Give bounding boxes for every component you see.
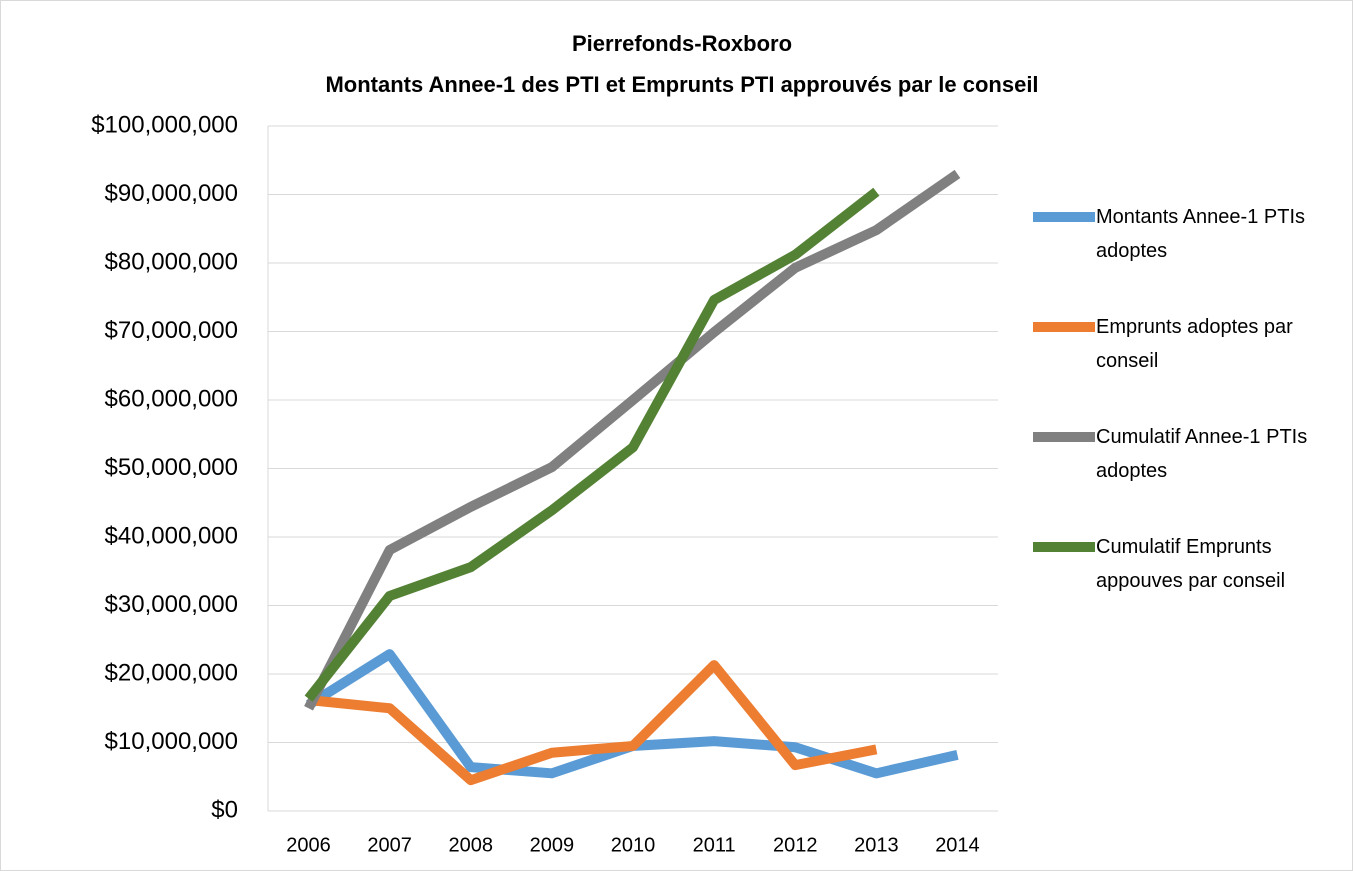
series-line: [304, 187, 880, 702]
legend-label: Cumulatif Emprunts appouves par conseil: [1096, 536, 1286, 592]
y-tick-label: $20,000,000: [105, 659, 238, 686]
legend-entry: Cumulatif Annee-1 PTIs adoptes: [1096, 426, 1308, 482]
y-tick-label: $50,000,000: [105, 454, 238, 481]
x-tick-label: 2006: [286, 834, 331, 856]
legend-entry: Montants Annee-1 PTIs adoptes: [1096, 206, 1306, 262]
y-tick-label: $10,000,000: [105, 728, 238, 755]
y-tick-label: $100,000,000: [91, 111, 238, 138]
chart-title: Pierrefonds-Roxboro: [572, 31, 792, 56]
series-line: [308, 660, 878, 786]
x-tick-label: 2009: [530, 834, 575, 856]
x-tick-label: 2014: [935, 834, 980, 856]
legend-label: Emprunts adoptes par conseil: [1096, 316, 1293, 372]
x-tick-label: 2012: [773, 834, 818, 856]
x-tick-label: 2010: [611, 834, 656, 856]
y-tick-label: $60,000,000: [105, 385, 238, 412]
legend-label: Cumulatif Annee-1 PTIs adoptes: [1096, 426, 1308, 482]
x-tick-label: 2008: [449, 834, 494, 856]
y-tick-label: $70,000,000: [105, 317, 238, 344]
y-tick-label: $30,000,000: [105, 591, 238, 618]
x-tick-label: 2011: [693, 834, 736, 856]
y-tick-label: $90,000,000: [105, 180, 238, 207]
legend-entry: Cumulatif Emprunts appouves par conseil: [1096, 536, 1286, 592]
x-tick-label: 2013: [854, 834, 899, 856]
legend-entry: Emprunts adoptes par conseil: [1096, 316, 1293, 372]
y-tick-label: $0: [211, 796, 238, 823]
legend-label: Montants Annee-1 PTIs adoptes: [1096, 206, 1306, 262]
series-line: [304, 169, 961, 711]
y-tick-label: $40,000,000: [105, 522, 238, 549]
x-tick-label: 2007: [367, 834, 412, 856]
y-tick-label: $80,000,000: [105, 248, 238, 275]
chart-subtitle: Montants Annee-1 des PTI et Emprunts PTI…: [325, 72, 1038, 97]
